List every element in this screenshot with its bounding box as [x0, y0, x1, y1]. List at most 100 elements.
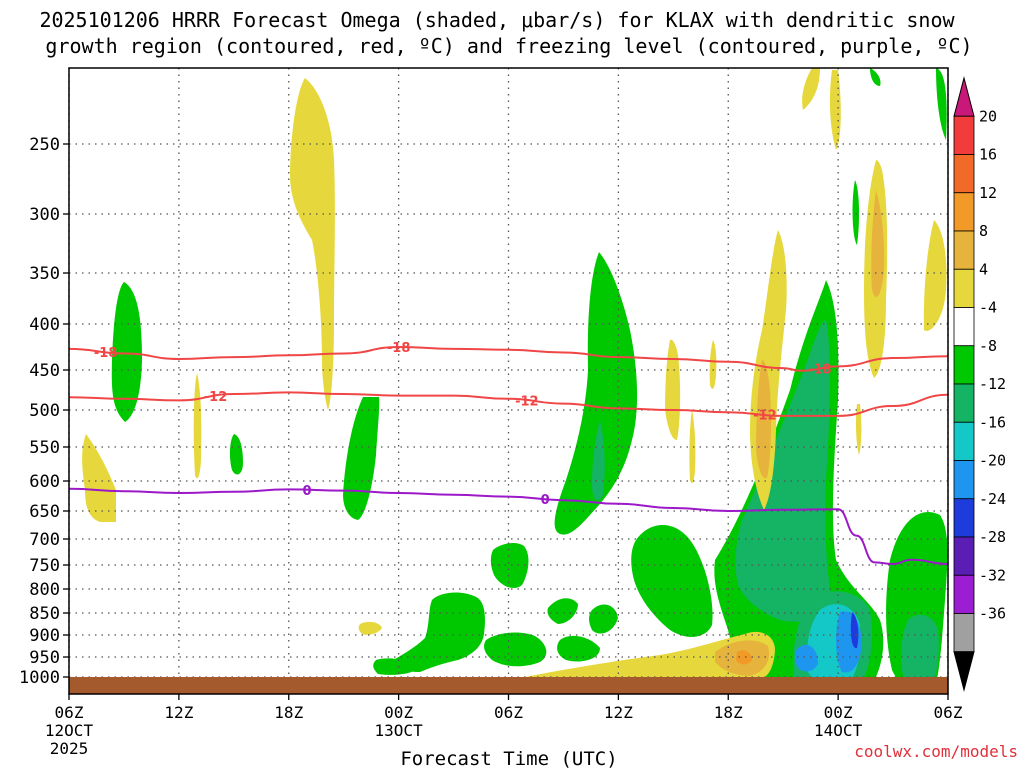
x-tick-label: 18Z: [274, 703, 303, 722]
colorbar-label: 20: [979, 107, 997, 125]
omega-region-pos: [756, 360, 771, 479]
colorbar-swatch: [953, 345, 975, 385]
x-tick-label: 06Z: [494, 703, 523, 722]
omega-region-neg: [343, 397, 380, 520]
y-tick-label: 800: [29, 580, 60, 600]
x-tick-label: 06Z: [55, 703, 84, 722]
omega-region-neg: [111, 282, 142, 422]
omega-region-neg: [794, 644, 818, 672]
omega-region-neg: [589, 604, 618, 634]
contour-line--18: [68, 345, 949, 372]
omega-region-neg: [850, 612, 859, 649]
colorbar-swatch: [953, 613, 975, 653]
colorbar-swatch: [953, 536, 975, 576]
x-tick-label: 00Z: [384, 703, 413, 722]
y-axis: 2503003504004505005506006507007508008509…: [19, 135, 69, 688]
colorbar-swatch: [953, 76, 975, 117]
omega-region-neg: [390, 592, 485, 672]
contour-label: -18: [808, 363, 832, 378]
colorbar-swatch: [953, 421, 975, 461]
y-tick-label: 850: [29, 604, 60, 624]
omega-region-neg: [373, 658, 418, 675]
y-tick-label: 700: [29, 530, 60, 550]
y-tick-label: 600: [29, 472, 60, 492]
y-tick-label: 350: [29, 264, 60, 284]
omega-region-neg: [870, 68, 881, 86]
omega-region-pos: [829, 70, 841, 150]
chart-title-line-2: growth region (contoured, red, ºC) and f…: [45, 34, 972, 58]
omega-region-pos: [665, 339, 681, 440]
colorbar-label: -36: [979, 605, 1006, 623]
y-tick-label: 300: [29, 205, 60, 225]
colorbar-swatch: [953, 115, 975, 155]
colorbar-swatch: [953, 268, 975, 308]
contour-label: -12: [204, 390, 228, 405]
colorbar-label: -16: [979, 413, 1006, 431]
x-tick-label: 18Z: [714, 703, 743, 722]
omega-region-pos: [709, 340, 717, 389]
contour-line--12: [68, 391, 949, 417]
contour-line-0: [68, 487, 949, 565]
y-tick-label: 550: [29, 438, 60, 458]
x-axis: 06Z 12Z 18Z 00Z 06Z 12Z 18Z 00Z 06Z12OCT202513OC…: [45, 694, 963, 758]
y-tick-label: 500: [29, 401, 60, 421]
omega-region-pos: [358, 621, 382, 635]
colorbar-label: -4: [979, 299, 997, 317]
omega-region-neg: [631, 525, 713, 637]
colorbar-label: -20: [979, 452, 1006, 470]
omega-region-neg: [547, 598, 578, 624]
colorbar-swatch: [953, 192, 975, 232]
x-date-label: 14OCT: [814, 721, 863, 740]
omega-region-pos: [82, 434, 116, 522]
colorbar-swatch: [953, 460, 975, 500]
omega-region-neg: [554, 252, 638, 535]
omega-region-neg: [901, 614, 939, 689]
y-tick-label: 650: [29, 502, 60, 522]
y-tick-label: 250: [29, 135, 60, 155]
colorbar-label: -24: [979, 490, 1006, 508]
colorbar-label: 4: [979, 260, 988, 278]
y-tick-label: 450: [29, 361, 60, 381]
omega-region-neg: [229, 434, 243, 475]
contour-label: -12: [753, 409, 777, 424]
credit-text: coolwx.com/models: [854, 742, 1018, 761]
colorbar-swatch: [953, 574, 975, 614]
omega-region-pos: [736, 650, 752, 665]
omega-region-neg: [484, 632, 547, 667]
omega-region-neg: [592, 420, 605, 501]
colorbar-swatch: [953, 383, 975, 423]
colorbar-swatch: [953, 651, 975, 692]
y-tick-label: 1000: [19, 668, 60, 688]
contour-label: 0: [303, 484, 312, 499]
omega-region-pos: [923, 220, 947, 331]
colorbar-label: -12: [979, 375, 1006, 393]
ground-surface: [69, 677, 948, 694]
colorbar-swatch: [953, 307, 975, 347]
colorbar-swatch: [953, 498, 975, 538]
x-tick-label: 00Z: [824, 703, 853, 722]
colorbar-label: -28: [979, 528, 1006, 546]
chart-title-line-1: 2025101206 HRRR Forecast Omega (shaded, …: [39, 8, 955, 32]
omega-region-pos: [520, 631, 775, 688]
x-date-label: 12OCT: [45, 721, 94, 740]
omega-region-neg: [557, 635, 600, 662]
omega-region-pos: [689, 410, 696, 484]
colorbar-label: -32: [979, 566, 1006, 584]
x-year-label: 2025: [50, 739, 89, 758]
contour-label: -12: [515, 394, 539, 409]
x-tick-label: 06Z: [934, 703, 963, 722]
omega-region-pos: [871, 190, 885, 298]
omega-region-neg: [490, 543, 529, 589]
x-axis-label: Forecast Time (UTC): [400, 748, 617, 768]
contour-label: -18: [387, 341, 411, 356]
x-tick-label: 12Z: [164, 703, 193, 722]
contour-layer: -18 -18 -18 -12 -12 -12 0 0: [68, 341, 949, 565]
x-tick-label: 12Z: [604, 703, 633, 722]
y-tick-label: 400: [29, 315, 60, 335]
colorbar-label: -8: [979, 337, 997, 355]
colorbar-label: 8: [979, 222, 988, 240]
colorbar: 20 16 12 8 4 -4 -8 -12 -16 -20 -24 -28 -32 -36: [953, 76, 1006, 692]
y-tick-label: 900: [29, 626, 60, 646]
colorbar-label: 16: [979, 146, 997, 164]
